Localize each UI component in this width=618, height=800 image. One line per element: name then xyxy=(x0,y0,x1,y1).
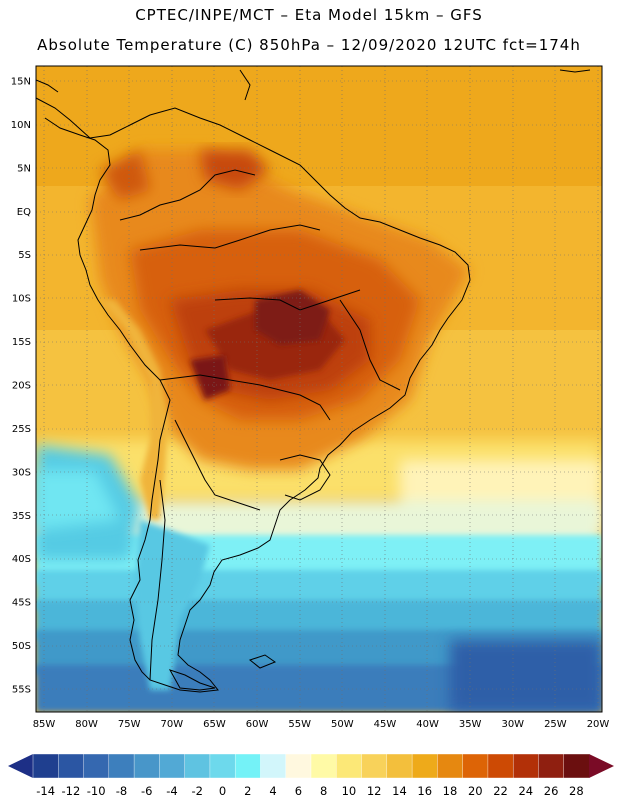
lat-label: 15N xyxy=(11,77,31,88)
colorbar-level-label: 4 xyxy=(269,784,276,798)
colorbar-level-label: 18 xyxy=(443,784,458,798)
colorbar-level-label: 12 xyxy=(367,784,382,798)
lat-label: 40S xyxy=(12,554,31,565)
colorbar-level-label: -14 xyxy=(36,784,55,798)
colorbar-level-label: -6 xyxy=(141,784,152,798)
colorbar-swatch xyxy=(83,753,110,779)
lat-label: 45S xyxy=(12,598,31,609)
colorbar-level-label: 20 xyxy=(468,784,483,798)
latitude-labels: 15N 10N 5N EQ 5S 10S 15S 20S 25S 30S 35S 40S 45S 50S 5… xyxy=(11,77,31,696)
colorbar-level-label: 28 xyxy=(569,784,584,798)
lat-label: 5S xyxy=(18,250,31,261)
colorbar: -14 -12 -10 -8 -6 -4 -2 0 2 4 6 8 10 12 14 16 18 20 22 24 26… xyxy=(8,753,614,798)
lon-label: 35W xyxy=(459,719,482,730)
colorbar-level-label: 26 xyxy=(544,784,559,798)
colorbar-level-label: 24 xyxy=(518,784,533,798)
colorbar-level-label: -2 xyxy=(192,784,203,798)
colorbar-swatch xyxy=(234,753,262,779)
colorbar-level-label: -4 xyxy=(166,784,177,798)
colorbar-swatch xyxy=(108,753,135,779)
colorbar-swatch xyxy=(386,753,413,779)
colorbar-swatch xyxy=(285,753,312,779)
colorbar-swatch xyxy=(310,753,337,779)
colorbar-swatch xyxy=(361,753,388,779)
lat-label: 20S xyxy=(12,381,31,392)
colorbar-swatch xyxy=(512,753,540,779)
lon-label: 40W xyxy=(416,719,439,730)
lat-label: 55S xyxy=(12,685,31,696)
temperature-field xyxy=(36,66,602,712)
colorbar-swatch xyxy=(32,753,59,779)
colorbar-level-label: 16 xyxy=(417,784,432,798)
colorbar-swatch xyxy=(58,753,85,779)
colorbar-level-label: 0 xyxy=(219,784,226,798)
lon-label: 30W xyxy=(501,719,524,730)
lon-label: 80W xyxy=(75,719,98,730)
longitude-labels: 85W 80W 75W 70W 65W 60W 55W 50W 45W 40W 35W 30W 25W 2… xyxy=(33,719,610,730)
colorbar-swatch xyxy=(538,753,565,779)
colorbar-level-label: 8 xyxy=(320,784,327,798)
colorbar-level-label: 2 xyxy=(244,784,251,798)
colorbar-level-label: -8 xyxy=(116,784,127,798)
colorbar-swatch xyxy=(563,753,590,779)
plot-frame xyxy=(35,65,603,713)
colorbar-swatch xyxy=(133,753,161,779)
colorbar-swatch xyxy=(487,753,514,779)
colorbar-level-label: 10 xyxy=(342,784,357,798)
colorbar-under-arrow xyxy=(8,754,33,778)
lon-label: 70W xyxy=(161,719,184,730)
lon-label: 65W xyxy=(203,719,226,730)
colorbar-level-label: 22 xyxy=(493,784,508,798)
lon-label: 25W xyxy=(544,719,567,730)
titles: CPTEC/INPE/MCT – Eta Model 15km – GFS Ab… xyxy=(0,0,618,62)
lat-label: 30S xyxy=(12,467,31,478)
title-line-1: CPTEC/INPE/MCT – Eta Model 15km – GFS xyxy=(135,6,483,24)
title-line-2: Absolute Temperature (C) 850hPa – 12/09/… xyxy=(37,36,581,54)
colorbar-swatch xyxy=(411,753,439,779)
lat-label: 5N xyxy=(17,163,31,174)
colorbar-swatch xyxy=(184,753,211,779)
colorbar-level-label: -12 xyxy=(62,784,81,798)
lon-label: 85W xyxy=(33,719,56,730)
colorbar-swatch xyxy=(336,753,363,779)
lat-label: EQ xyxy=(17,207,31,218)
lon-label: 55W xyxy=(288,719,311,730)
colorbar-swatch xyxy=(260,753,287,779)
colorbar-level-label: 14 xyxy=(392,784,407,798)
coastlines-and-borders xyxy=(36,69,591,693)
colorbar-level-label: -10 xyxy=(87,784,106,798)
colorbar-over-arrow xyxy=(589,754,614,778)
lon-label: 75W xyxy=(118,719,141,730)
lon-label: 20W xyxy=(587,719,610,730)
lat-label: 10S xyxy=(12,294,31,305)
lat-label: 10N xyxy=(11,120,31,131)
lat-label: 15S xyxy=(12,337,31,348)
colorbar-swatch xyxy=(209,753,236,779)
lon-label: 45W xyxy=(374,719,397,730)
lat-label: 35S xyxy=(12,511,31,522)
lon-label: 60W xyxy=(246,719,269,730)
lat-label: 25S xyxy=(12,424,31,435)
colorbar-swatch xyxy=(437,753,464,779)
colorbar-swatch xyxy=(159,753,186,779)
colorbar-swatch xyxy=(462,753,489,779)
colorbar-level-label: 6 xyxy=(295,784,302,798)
lon-label: 50W xyxy=(331,719,354,730)
lat-label: 50S xyxy=(12,641,31,652)
